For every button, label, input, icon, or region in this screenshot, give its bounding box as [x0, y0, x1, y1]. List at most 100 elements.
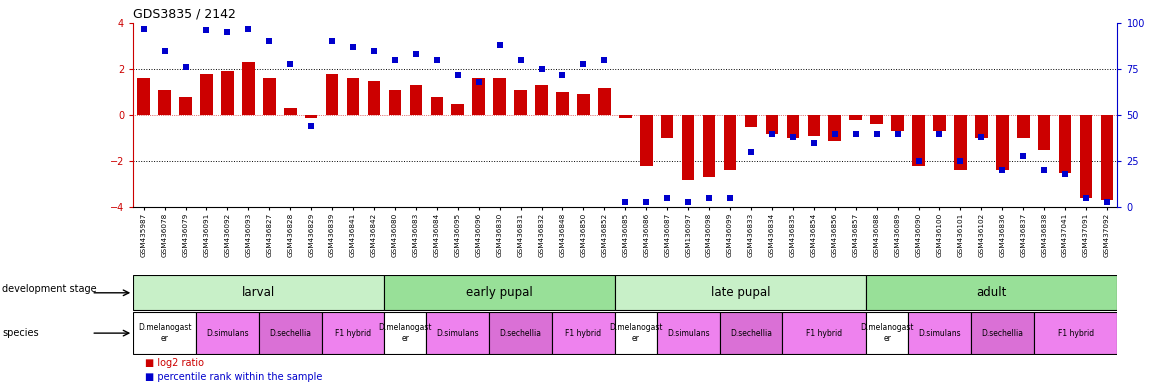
Point [595, 57, 614, 63]
Point [994, 167, 1012, 174]
Bar [996, 115, 1009, 170]
Bar [431, 97, 444, 115]
Bar [866, 312, 908, 354]
Text: GDS3835 / 2142: GDS3835 / 2142 [133, 7, 236, 20]
Bar [807, 115, 820, 136]
Text: adult: adult [976, 286, 1007, 299]
Point [344, 44, 362, 50]
Bar [954, 115, 967, 170]
Bar [384, 312, 426, 354]
Point [469, 79, 488, 85]
Point [1035, 167, 1054, 174]
Bar [259, 312, 322, 354]
Bar [159, 90, 171, 115]
Text: D.melanogast
er: D.melanogast er [138, 323, 191, 343]
Point [218, 29, 236, 35]
Point [427, 57, 446, 63]
Bar [1101, 115, 1113, 200]
Bar [284, 108, 296, 115]
Bar [724, 115, 736, 170]
Bar [615, 312, 657, 354]
Point [972, 134, 990, 141]
Point [888, 131, 907, 137]
Text: development stage: development stage [2, 284, 97, 294]
Bar [493, 78, 506, 115]
Text: D.simulans: D.simulans [206, 329, 249, 338]
Bar [913, 115, 925, 166]
Bar [242, 62, 255, 115]
Bar [745, 115, 757, 127]
Bar [828, 115, 841, 141]
Bar [1034, 312, 1117, 354]
Point [658, 195, 676, 201]
Point [699, 195, 718, 201]
Bar [389, 90, 401, 115]
Text: species: species [2, 328, 39, 338]
Point [302, 123, 321, 129]
Bar [871, 115, 882, 124]
Text: D.sechellia: D.sechellia [499, 329, 542, 338]
Point [867, 131, 886, 137]
Point [261, 38, 279, 45]
Bar [472, 78, 485, 115]
Point [239, 25, 257, 31]
Bar [322, 312, 384, 354]
Bar [133, 275, 384, 310]
Bar [620, 115, 631, 118]
Bar [1038, 115, 1050, 150]
Point [616, 199, 635, 205]
Point [637, 199, 655, 205]
Point [1098, 199, 1116, 205]
Point [512, 57, 530, 63]
Text: D.melanogast
er: D.melanogast er [379, 323, 432, 343]
Text: D.melanogast
er: D.melanogast er [860, 323, 914, 343]
Bar [200, 74, 213, 115]
Text: late pupal: late pupal [711, 286, 770, 299]
Text: D.simulans: D.simulans [437, 329, 479, 338]
Bar [657, 312, 719, 354]
Text: D.simulans: D.simulans [667, 329, 710, 338]
Point [386, 57, 404, 63]
Point [134, 25, 153, 31]
Bar [765, 115, 778, 134]
Bar [325, 74, 338, 115]
Text: D.sechellia: D.sechellia [730, 329, 772, 338]
Point [951, 158, 969, 164]
Bar [682, 115, 695, 180]
Bar [1058, 115, 1071, 173]
Bar [640, 115, 653, 166]
Bar [552, 312, 615, 354]
Bar [410, 85, 423, 115]
Point [281, 61, 300, 67]
Bar [263, 78, 276, 115]
Bar [1079, 115, 1092, 198]
Point [763, 131, 782, 137]
Bar [138, 78, 149, 115]
Text: D.melanogast
er: D.melanogast er [609, 323, 662, 343]
Text: ■ percentile rank within the sample: ■ percentile rank within the sample [145, 372, 322, 382]
Bar [514, 90, 527, 115]
Text: F1 hybrid: F1 hybrid [335, 329, 371, 338]
Bar [866, 275, 1117, 310]
Point [826, 131, 844, 137]
Bar [368, 81, 380, 115]
Point [490, 42, 508, 48]
Point [365, 48, 383, 54]
Bar [489, 312, 552, 354]
Point [1077, 195, 1095, 201]
Bar [384, 275, 615, 310]
Point [533, 66, 551, 72]
Point [406, 51, 425, 58]
Point [554, 71, 572, 78]
Point [574, 61, 593, 67]
Point [323, 38, 342, 45]
Point [176, 64, 195, 70]
Text: F1 hybrid: F1 hybrid [565, 329, 601, 338]
Point [805, 140, 823, 146]
Bar [577, 94, 589, 115]
Bar [783, 312, 866, 354]
Bar [892, 115, 904, 131]
Point [720, 195, 739, 201]
Bar [975, 115, 988, 138]
Bar [598, 88, 610, 115]
